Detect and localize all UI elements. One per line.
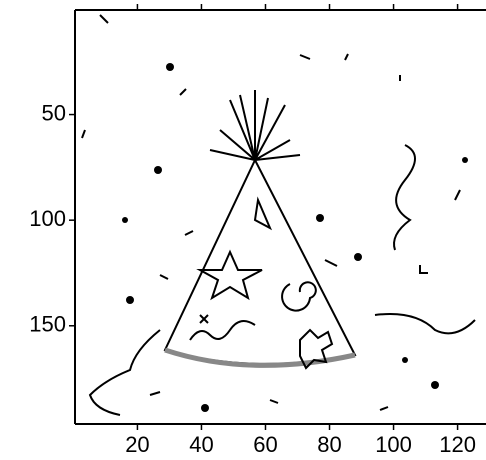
- y-tick-label: 50: [42, 100, 66, 125]
- y-tick-label: 100: [29, 206, 66, 231]
- x-tick-label: 100: [375, 432, 412, 457]
- x-tick-label: 60: [253, 432, 277, 457]
- x-tick-label: 40: [189, 432, 213, 457]
- x-tick-label: 80: [317, 432, 341, 457]
- image: [75, 10, 486, 424]
- y-tick-label: 150: [29, 312, 66, 337]
- x-tick-label: 20: [125, 432, 149, 457]
- x-tick-label: 120: [439, 432, 476, 457]
